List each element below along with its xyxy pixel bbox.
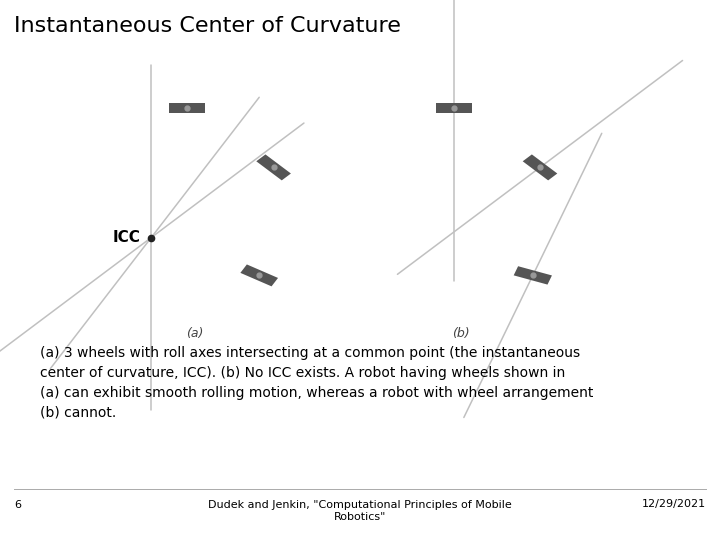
Text: (a) 3 wheels with roll axes intersecting at a common point (the instantaneous
ce: (a) 3 wheels with roll axes intersecting…: [40, 346, 593, 420]
Polygon shape: [240, 265, 278, 286]
Text: 12/29/2021: 12/29/2021: [642, 500, 706, 510]
Polygon shape: [436, 103, 472, 113]
Text: (b): (b): [452, 327, 469, 340]
Text: (a): (a): [186, 327, 203, 340]
Polygon shape: [256, 154, 291, 180]
Polygon shape: [523, 154, 557, 180]
Polygon shape: [169, 103, 205, 113]
Text: Dudek and Jenkin, "Computational Principles of Mobile
Robotics": Dudek and Jenkin, "Computational Princip…: [208, 500, 512, 522]
Polygon shape: [513, 266, 552, 285]
Text: 6: 6: [14, 500, 22, 510]
Text: Instantaneous Center of Curvature: Instantaneous Center of Curvature: [14, 16, 401, 36]
Text: ICC: ICC: [112, 230, 140, 245]
